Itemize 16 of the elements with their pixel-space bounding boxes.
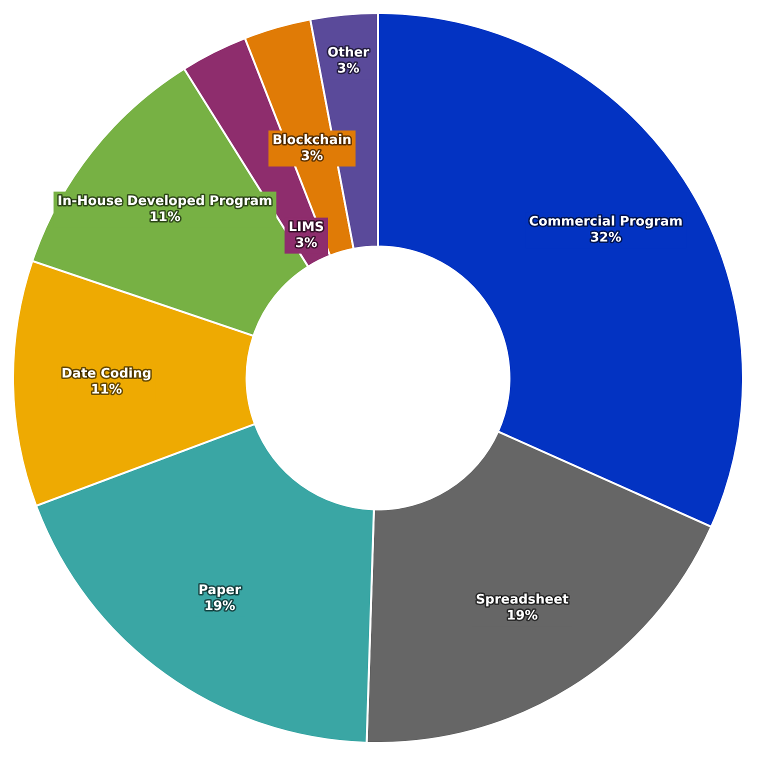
slice-label: Paper (198, 583, 242, 598)
slice-label: Date Coding (62, 366, 152, 382)
data-label: 11% (90, 382, 122, 398)
data-label: 19% (506, 608, 538, 624)
slice-label: Commercial Program (529, 214, 683, 230)
data-label: 3% (295, 236, 318, 251)
slice-label: LIMS (288, 220, 324, 235)
slice-label: Spreadsheet (476, 592, 569, 608)
slice-label: Other (327, 45, 370, 60)
data-label: 32% (590, 230, 622, 246)
data-label: 3% (300, 148, 324, 164)
data-label: 19% (204, 599, 236, 614)
slice-label: Blockchain (272, 132, 352, 148)
data-label: 3% (337, 61, 360, 76)
data-label: 11% (149, 210, 180, 226)
slice-label: In-House Developed Program (58, 194, 272, 210)
